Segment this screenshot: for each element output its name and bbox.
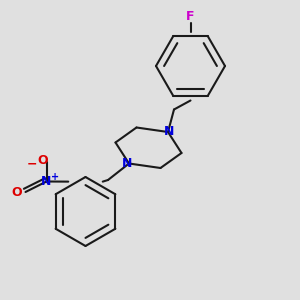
Text: N: N	[164, 125, 175, 139]
Text: N: N	[41, 175, 52, 188]
Text: O: O	[12, 185, 22, 199]
Text: O: O	[37, 154, 48, 167]
Text: +: +	[51, 172, 59, 182]
Text: N: N	[122, 157, 133, 170]
Text: −: −	[27, 157, 38, 170]
Text: F: F	[186, 10, 195, 23]
